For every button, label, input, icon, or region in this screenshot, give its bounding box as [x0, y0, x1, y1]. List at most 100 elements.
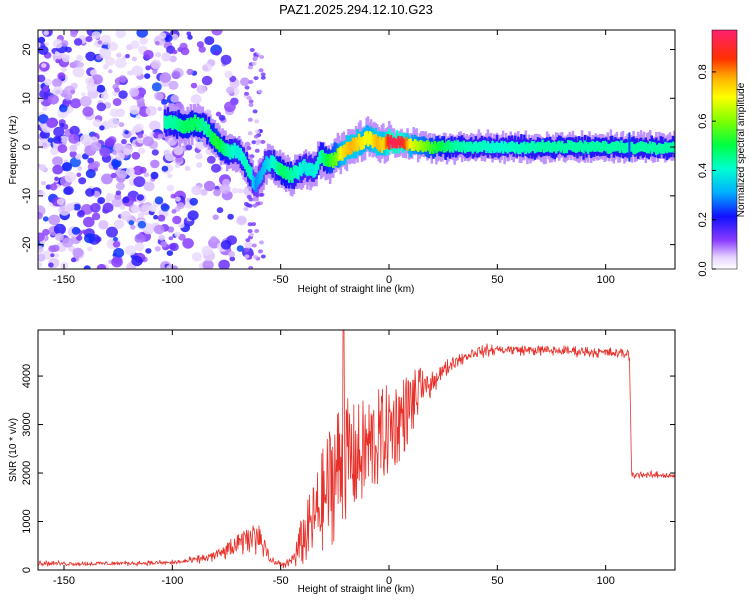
- noise-blob: [244, 254, 250, 259]
- ridge-core: [644, 142, 647, 153]
- ridge-core: [326, 153, 329, 167]
- noise-blob: [219, 184, 231, 194]
- noise-blob: [137, 220, 147, 229]
- ridge-core: [329, 154, 332, 167]
- ridge-core: [421, 142, 424, 153]
- ridge-core: [442, 142, 446, 153]
- noise-blob: [38, 164, 47, 171]
- noise-blob: [139, 166, 147, 174]
- noise-blob: [213, 49, 221, 56]
- noise-blob: [135, 114, 141, 119]
- noise-blob: [48, 214, 61, 226]
- noise-blob: [229, 256, 236, 262]
- ridge-core: [266, 157, 270, 171]
- noise-blob: [84, 233, 95, 244]
- ridge-core: [670, 142, 673, 153]
- noise-blob: [204, 36, 215, 46]
- noise-blob: [48, 262, 54, 268]
- noise-blob: [111, 256, 123, 268]
- ridge-core: [362, 136, 365, 149]
- y-tick-label: 20: [21, 43, 33, 55]
- ridge-core: [277, 162, 280, 175]
- ridge-core: [656, 144, 660, 155]
- ridge-core: [559, 142, 562, 153]
- spectrogram-y-axis: -20 -10 0 10 20: [21, 43, 675, 253]
- noise-blob: [149, 120, 161, 131]
- ridge-core: [632, 144, 635, 154]
- noise-blob: [113, 236, 118, 242]
- noise-blob: [41, 63, 47, 68]
- ridge-core: [280, 163, 283, 177]
- ridge-core: [439, 141, 443, 152]
- ridge-core: [300, 163, 303, 177]
- noise-blob: [201, 245, 213, 256]
- noise-blob: [201, 75, 213, 86]
- noise-blob: [211, 163, 221, 173]
- noise-blob: [252, 109, 258, 114]
- ridge-core: [532, 141, 535, 151]
- ridge-core: [623, 143, 626, 154]
- noise-blob: [39, 88, 51, 100]
- noise-blob: [253, 255, 258, 259]
- ridge-core: [518, 144, 522, 155]
- noise-blob: [76, 210, 85, 218]
- noise-blob: [70, 98, 82, 109]
- ridge-core: [423, 141, 426, 152]
- ridge-core: [382, 137, 385, 150]
- ridge-core: [456, 139, 459, 150]
- ridge-core: [275, 161, 279, 174]
- noise-blob: [231, 187, 239, 194]
- noise-blob: [125, 167, 135, 176]
- colorbar-tick-label: 0.0: [697, 261, 709, 276]
- x-tick-label: 100: [596, 274, 614, 286]
- noise-blob: [195, 152, 203, 160]
- noise-blob: [52, 156, 63, 167]
- noise-blob: [253, 56, 258, 61]
- noise-blob: [49, 183, 58, 191]
- noise-blob: [102, 64, 109, 70]
- noise-blob: [46, 118, 57, 128]
- ridge-core: [477, 142, 481, 152]
- ridge-core: [521, 142, 525, 153]
- ridge-core: [444, 142, 447, 153]
- noise-blob: [152, 69, 158, 75]
- noise-blob: [139, 37, 148, 45]
- noise-blob: [155, 52, 162, 58]
- ridge-core: [301, 160, 305, 174]
- ridge-core: [400, 136, 403, 146]
- ridge-core: [441, 140, 444, 150]
- noise-blob: [145, 248, 152, 254]
- noise-blob: [96, 84, 106, 93]
- noise-blob: [96, 102, 107, 112]
- ridge-core: [297, 166, 300, 180]
- ridge-core: [379, 136, 382, 150]
- ridge-core: [339, 146, 343, 159]
- ridge-core: [292, 165, 296, 179]
- ridge-core: [206, 124, 209, 137]
- noise-blob: [137, 133, 143, 139]
- ridge-core: [218, 139, 221, 153]
- noise-blob: [251, 61, 257, 66]
- ridge-core: [168, 115, 171, 129]
- ridge-core: [551, 141, 555, 152]
- noise-blob: [259, 192, 265, 197]
- noise-blob: [38, 253, 46, 262]
- ridge-core: [165, 116, 168, 130]
- ridge-core: [430, 141, 434, 152]
- noise-blob: [168, 236, 174, 241]
- ridge-core: [412, 141, 415, 151]
- ridge-core: [558, 140, 561, 151]
- ridge-core: [641, 141, 644, 152]
- x-tick-label: -150: [53, 575, 75, 587]
- noise-blob: [222, 178, 231, 187]
- ridge-core: [253, 177, 256, 190]
- noise-blob: [115, 57, 127, 69]
- ridge-core: [533, 143, 537, 154]
- noise-blob: [38, 190, 46, 198]
- noise-blob: [227, 213, 234, 220]
- ridge-core: [192, 117, 195, 130]
- noise-blob: [77, 166, 83, 171]
- noise-blob: [64, 171, 77, 183]
- ridge-core: [225, 143, 229, 157]
